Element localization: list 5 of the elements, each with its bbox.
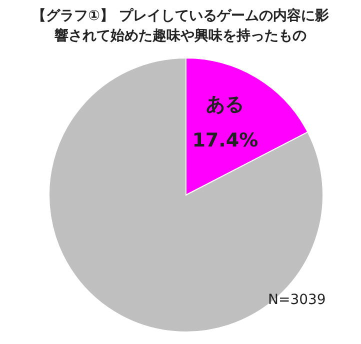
pie-slice [48, 58, 324, 332]
slice-label: ある [206, 94, 244, 116]
data-label: 17.4% [192, 130, 258, 152]
chart-title: 【グラフ①】 プレイしているゲームの内容に影響されて始めた趣味や興味を持ったもの [31, 6, 330, 46]
text: N=3039 [268, 292, 326, 308]
